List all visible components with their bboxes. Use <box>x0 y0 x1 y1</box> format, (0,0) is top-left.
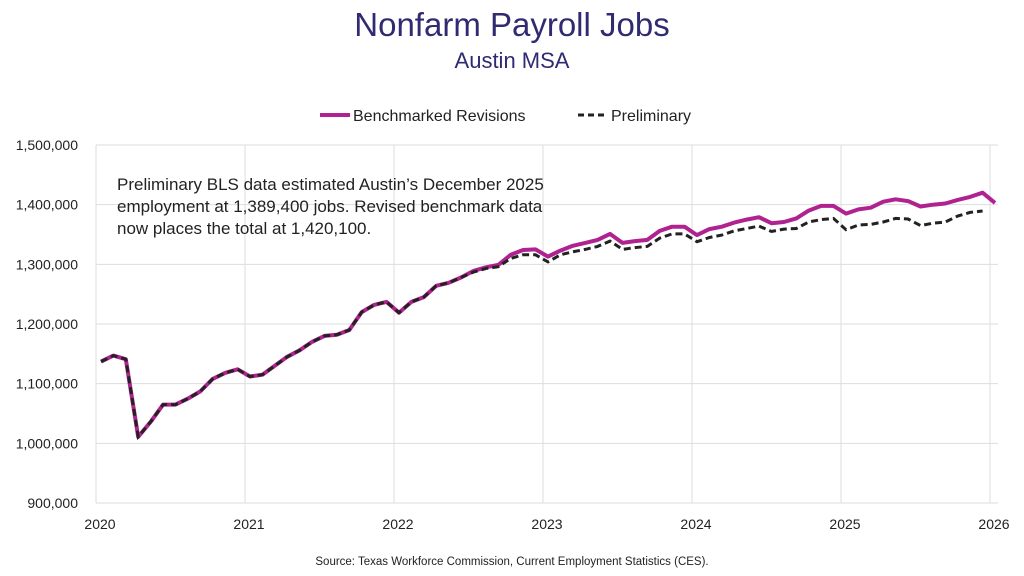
annotation: Preliminary BLS data estimated Austin’s … <box>117 174 617 240</box>
x-tick-label: 2022 <box>382 516 413 532</box>
annotation-line: Preliminary BLS data estimated Austin’s … <box>117 175 544 194</box>
y-tick-label: 1,300,000 <box>16 256 78 272</box>
legend-label-revisions: Benchmarked Revisions <box>353 108 526 125</box>
x-tick-label: 2026 <box>978 516 1009 532</box>
x-tick-label: 2021 <box>233 516 264 532</box>
y-tick-label: 1,400,000 <box>16 197 78 213</box>
annotation-line: now places the total at 1,420,100. <box>117 219 372 238</box>
chart-title: Nonfarm Payroll Jobs <box>354 6 670 43</box>
legend-label-preliminary: Preliminary <box>611 108 691 125</box>
series-line-preliminary <box>100 209 983 441</box>
y-tick-label: 1,200,000 <box>16 316 78 332</box>
x-tick-label: 2024 <box>680 516 711 532</box>
y-tick-label: 1,100,000 <box>16 376 78 392</box>
y-tick-label: 1,500,000 <box>16 137 78 153</box>
chart-subtitle: Austin MSA <box>454 48 570 73</box>
y-tick-label: 900,000 <box>27 495 78 511</box>
x-tick-label: 2020 <box>84 516 115 532</box>
x-tick-label: 2023 <box>531 516 562 532</box>
source-note: Source: Texas Workforce Commission, Curr… <box>315 556 709 568</box>
y-tick-label: 1,000,000 <box>16 435 78 451</box>
x-tick-label: 2025 <box>829 516 860 532</box>
annotation-line: employment at 1,389,400 jobs. Revised be… <box>117 197 543 216</box>
